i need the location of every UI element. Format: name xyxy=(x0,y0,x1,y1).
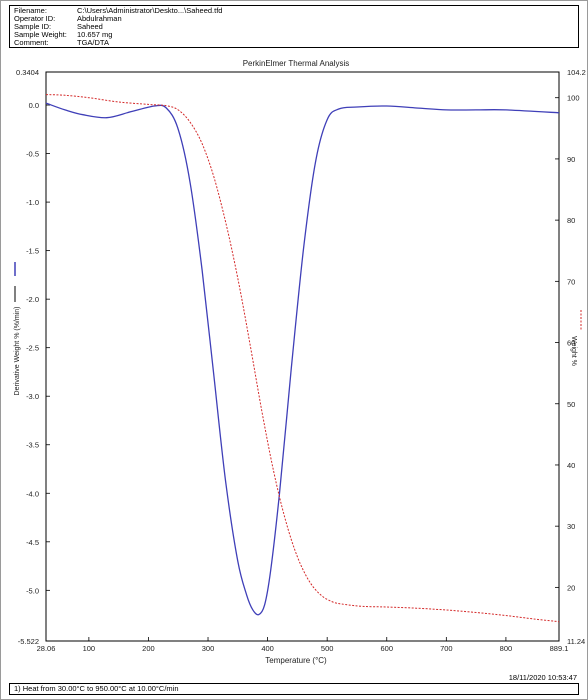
y-left-tick-label: 0.3404 xyxy=(16,68,39,77)
info-row-sample-weight: Sample Weight: 10.657 mg xyxy=(14,31,574,39)
info-key: Sample Weight: xyxy=(14,30,67,39)
y-axis-right-label: Weight % xyxy=(570,336,577,366)
y-left-tick-label: -2.0 xyxy=(26,295,39,304)
info-value: Saheed xyxy=(77,22,103,31)
info-value: 10.657 mg xyxy=(77,30,113,39)
y-left-tick-label: -1.0 xyxy=(26,198,39,207)
y-right-tick-label: 100 xyxy=(567,94,580,103)
y-right-tick-label: 70 xyxy=(567,277,575,286)
info-row-sample-id: Sample ID: Saheed xyxy=(14,23,574,31)
dtg-series-line xyxy=(45,102,560,616)
y-left-tick-label: -1.5 xyxy=(26,247,39,256)
y-right-tick-label: 40 xyxy=(567,461,575,470)
info-row-comment: Comment: TGA/DTA xyxy=(14,39,574,47)
y-left-tick-label: -3.0 xyxy=(26,392,39,401)
x-tick-label: 100 xyxy=(83,644,96,653)
info-value: TGA/DTA xyxy=(77,38,109,47)
y-left-tick-label: -3.5 xyxy=(26,441,39,450)
y-left-tick-label: -4.0 xyxy=(26,489,39,498)
y-right-tick-label: 30 xyxy=(567,522,575,531)
info-key: Sample ID: xyxy=(14,22,52,31)
plot-area-border xyxy=(45,71,560,642)
y-right-tick-label: 50 xyxy=(567,400,575,409)
x-tick-label: 800 xyxy=(500,644,513,653)
y-right-tick-label: 20 xyxy=(567,583,575,592)
x-tick-label: 200 xyxy=(142,644,155,653)
y-left-tick-label: -4.5 xyxy=(26,538,39,547)
y-left-tick-label: -5.0 xyxy=(26,586,39,595)
sample-info-box: Filename: C:\Users\Administrator\Deskto.… xyxy=(9,5,579,48)
axes-layer: 28.06 100 200 300 400 500 600 700 800 889.1 0.3404… xyxy=(16,68,586,653)
x-tick-label: 400 xyxy=(261,644,274,653)
info-key: Filename: xyxy=(14,6,47,15)
y-left-tick-label: -0.5 xyxy=(26,150,39,159)
chart-title: PerkinElmer Thermal Analysis xyxy=(243,59,350,68)
info-key: Comment: xyxy=(14,38,49,47)
x-tick-label: 300 xyxy=(202,644,215,653)
info-value: C:\Users\Administrator\Deskto...\Saheed.… xyxy=(77,6,223,15)
method-footer: 1) Heat from 30.00°C to 950.00°C at 10.0… xyxy=(9,683,579,695)
y-left-tick-label: -2.5 xyxy=(26,344,39,353)
thermal-analysis-chart: PerkinElmer Thermal Analysis 28.06 100 200… xyxy=(14,59,586,665)
weight-series-line xyxy=(45,94,560,623)
x-tick-label: 500 xyxy=(321,644,334,653)
y-left-tick-label: -5.522 xyxy=(18,637,39,646)
x-tick-label: 700 xyxy=(440,644,453,653)
y-right-tick-label: 90 xyxy=(567,155,575,164)
y-right-tick-label: 80 xyxy=(567,216,575,225)
y-axis-left-label: Derivative Weight % (%/min) xyxy=(14,307,21,396)
x-tick-label: 600 xyxy=(380,644,393,653)
timestamp: 18/11/2020 10:53:47 xyxy=(508,673,577,682)
info-value: Abdulrahman xyxy=(77,14,122,23)
info-row-operator: Operator ID: Abdulrahman xyxy=(14,15,574,23)
info-row-filename: Filename: C:\Users\Administrator\Deskto.… xyxy=(14,7,574,15)
x-axis-label: Temperature (°C) xyxy=(265,656,327,665)
y-left-tick-label: 0.0 xyxy=(29,101,39,110)
y-right-tick-label: 60 xyxy=(567,339,575,348)
y-right-tick-label: 11.24 xyxy=(567,637,585,646)
y-right-tick-label: 104.2 xyxy=(567,68,586,77)
x-tick-label: 28.06 xyxy=(37,644,56,653)
x-tick-label: 889.1 xyxy=(550,644,569,653)
info-key: Operator ID: xyxy=(14,14,56,23)
